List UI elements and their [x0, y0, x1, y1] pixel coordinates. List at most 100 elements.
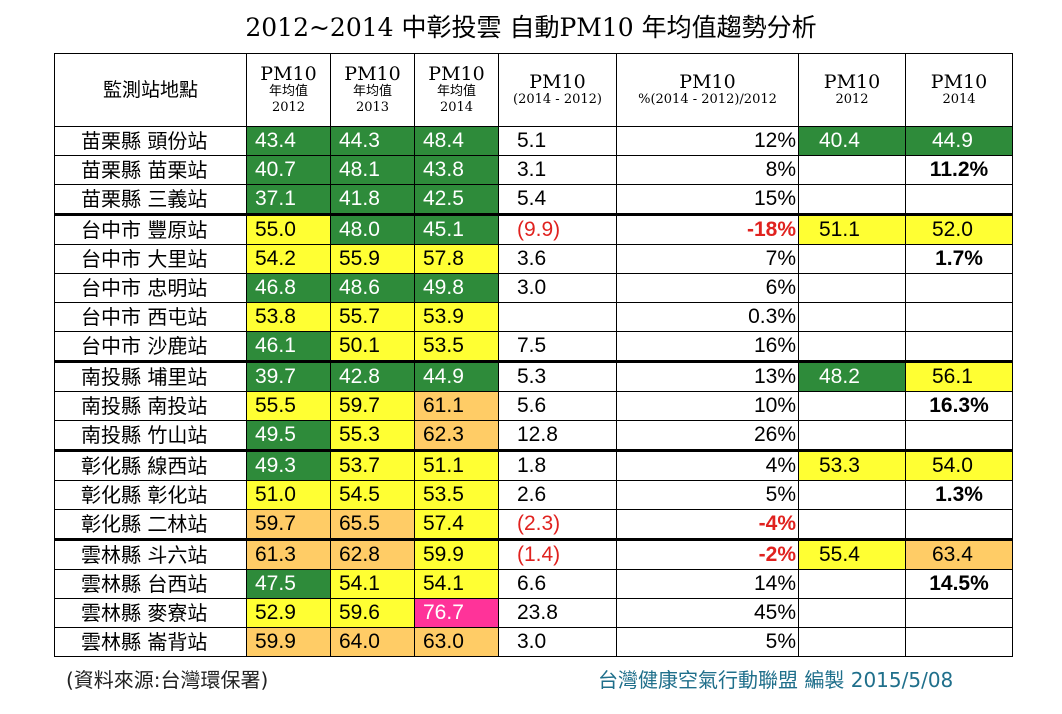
region-avg-2014-cell: 16.3%: [905, 391, 1013, 421]
header-line: %(2014 - 2012)/2012: [638, 92, 777, 107]
header-row: 監測站地點 PM10 年均值 2012 PM10 年均值 2013 PM10 年均值 2014 PM…: [54, 53, 1013, 127]
pm10-2014-cell: 53.5: [414, 480, 499, 510]
pm10-2013-cell: 53.7: [330, 449, 415, 481]
pm10-2014-cell: 76.7: [414, 598, 499, 628]
pct-cell: 10%: [616, 391, 799, 421]
pm10-2012-cell: 55.0: [246, 213, 331, 245]
pm10-2013-cell: 48.0: [330, 213, 415, 245]
table-row: 南投縣 埔里站 39.7 42.8 44.9 5.3 13% 48.2 56.1: [54, 360, 1013, 392]
region-avg-2014-cell: [905, 331, 1013, 362]
table-row: 雲林縣 斗六站 61.3 62.8 59.9 (1.4) -2% 55.4 63.4: [54, 538, 1013, 570]
station-cell: 台中市 豐原站: [54, 213, 247, 245]
pm10-2012-cell: 52.9: [246, 598, 331, 628]
station-cell: 台中市 沙鹿站: [54, 331, 247, 362]
pm10-2012-cell: 40.7: [246, 155, 331, 185]
pm10-2012-cell: 54.2: [246, 244, 331, 274]
diff-cell: 1.8: [498, 449, 617, 481]
table-row: 苗栗縣 苗栗站 40.7 48.1 43.8 3.1 8% 11.2%: [54, 155, 1013, 185]
diff-cell: (1.4): [498, 538, 617, 570]
header-cell: PM10 年均值 2012: [246, 53, 331, 127]
header-cell: PM10 2012: [798, 53, 906, 127]
table-row: 台中市 大里站 54.2 55.9 57.8 3.6 7% 1.7%: [54, 244, 1013, 274]
diff-cell: 2.6: [498, 480, 617, 510]
station-cell: 苗栗縣 頭份站: [54, 126, 247, 156]
pct-cell: 14%: [616, 569, 799, 599]
pm10-2013-cell: 42.8: [330, 360, 415, 392]
pm10-2013-cell: 44.3: [330, 126, 415, 156]
credit-note: 台灣健康空氣行動聯盟 編製 2015/5/08: [598, 668, 954, 692]
pm10-2014-cell: 62.3: [414, 420, 499, 451]
region-avg-2012-cell: [798, 420, 906, 451]
header-cell: PM10 2014: [905, 53, 1013, 127]
pm10-2013-cell: 59.7: [330, 391, 415, 421]
pm10-2014-cell: 42.5: [414, 184, 499, 215]
table-body: 苗栗縣 頭份站 43.4 44.3 48.4 5.1 12% 40.4 44.9 苗栗縣 苗栗站…: [54, 126, 1013, 657]
pm10-2012-cell: 47.5: [246, 569, 331, 599]
station-cell: 彰化縣 二林站: [54, 509, 247, 540]
pct-cell: 4%: [616, 449, 799, 481]
pm10-2012-cell: 61.3: [246, 538, 331, 570]
station-cell: 台中市 西屯站: [54, 302, 247, 332]
region-avg-2014-cell: [905, 420, 1013, 451]
table-row: 南投縣 竹山站 49.5 55.3 62.3 12.8 26%: [54, 420, 1013, 451]
pct-cell: 45%: [616, 598, 799, 628]
region-avg-2012-cell: [798, 391, 906, 421]
station-cell: 彰化縣 線西站: [54, 449, 247, 481]
table-row: 彰化縣 二林站 59.7 65.5 57.4 (2.3) -4%: [54, 509, 1013, 540]
pm10-2014-cell: 53.9: [414, 302, 499, 332]
diff-cell: 5.4: [498, 184, 617, 215]
region-avg-2014-cell: 52.0: [905, 213, 1013, 245]
header-line: 年均值: [268, 84, 308, 99]
pct-cell: 5%: [616, 627, 799, 657]
diff-cell: 5.1: [498, 126, 617, 156]
pm10-2014-cell: 57.8: [414, 244, 499, 274]
pm10-2013-cell: 59.6: [330, 598, 415, 628]
pct-cell: 7%: [616, 244, 799, 274]
pct-cell: 0.3%: [616, 302, 799, 332]
pm10-2014-cell: 49.8: [414, 273, 499, 303]
station-cell: 雲林縣 台西站: [54, 569, 247, 599]
station-cell: 南投縣 南投站: [54, 391, 247, 421]
region-avg-2014-cell: [905, 273, 1013, 303]
diff-cell: 3.6: [498, 244, 617, 274]
header-line: (2014 - 2012): [513, 92, 602, 107]
pm10-2014-cell: 59.9: [414, 538, 499, 570]
pm10-2013-cell: 55.3: [330, 420, 415, 451]
header-cell: 監測站地點: [54, 53, 247, 127]
pm10-2014-cell: 57.4: [414, 509, 499, 540]
header-line: 年均值: [352, 84, 392, 99]
pm10-2012-cell: 43.4: [246, 126, 331, 156]
pct-cell: 13%: [616, 360, 799, 392]
pm10-2012-cell: 49.5: [246, 420, 331, 451]
table-row: 雲林縣 崙背站 59.9 64.0 63.0 3.0 5%: [54, 627, 1013, 657]
pm10-2014-cell: 54.1: [414, 569, 499, 599]
header-cell: PM10 %(2014 - 2012)/2012: [616, 53, 799, 127]
region-avg-2012-cell: [798, 509, 906, 540]
pct-cell: 16%: [616, 331, 799, 362]
region-avg-2012-cell: 53.3: [798, 449, 906, 481]
station-cell: 雲林縣 斗六站: [54, 538, 247, 570]
header-line: 2014: [439, 100, 474, 115]
pct-cell: 12%: [616, 126, 799, 156]
pm10-2012-cell: 59.9: [246, 627, 331, 657]
region-avg-2014-cell: 1.3%: [905, 480, 1013, 510]
pct-cell: -2%: [616, 538, 799, 570]
region-avg-2012-cell: [798, 184, 906, 215]
region-avg-2012-cell: [798, 331, 906, 362]
region-avg-2014-cell: 54.0: [905, 449, 1013, 481]
header-line: PM10: [529, 71, 586, 93]
header-line: 2013: [355, 100, 390, 115]
region-avg-2012-cell: [798, 598, 906, 628]
pm10-2013-cell: 50.1: [330, 331, 415, 362]
region-avg-2014-cell: 11.2%: [905, 155, 1013, 185]
pm10-2013-cell: 55.9: [330, 244, 415, 274]
header-line: 年均值: [436, 84, 476, 99]
region-avg-2012-cell: 48.2: [798, 360, 906, 392]
diff-cell: (9.9): [498, 213, 617, 245]
region-avg-2012-cell: [798, 244, 906, 274]
pm10-2013-cell: 55.7: [330, 302, 415, 332]
region-avg-2012-cell: [798, 569, 906, 599]
region-avg-2012-cell: [798, 627, 906, 657]
pm10-2013-cell: 48.1: [330, 155, 415, 185]
header-line: 2012: [835, 92, 869, 107]
